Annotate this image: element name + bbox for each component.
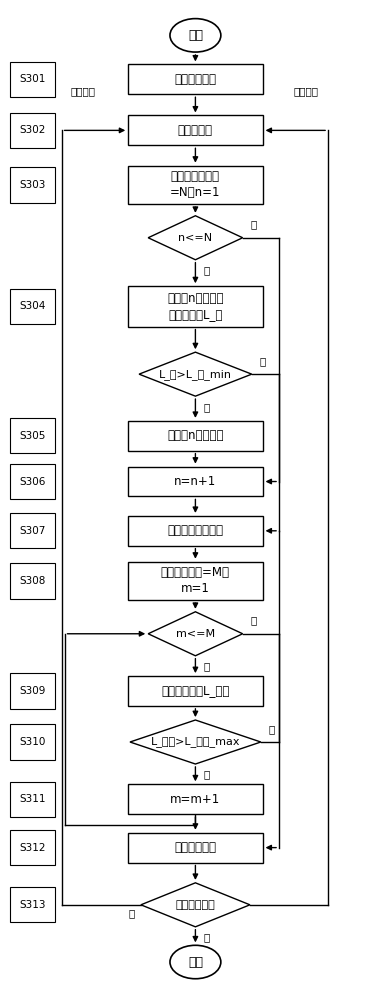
Polygon shape — [130, 720, 261, 764]
FancyBboxPatch shape — [128, 833, 263, 863]
FancyBboxPatch shape — [128, 286, 263, 327]
FancyBboxPatch shape — [10, 563, 55, 599]
FancyBboxPatch shape — [128, 562, 263, 600]
FancyBboxPatch shape — [128, 676, 263, 706]
Text: 删除第n个淋水柱: 删除第n个淋水柱 — [167, 429, 224, 442]
Text: S311: S311 — [19, 794, 46, 804]
Text: n<=N: n<=N — [178, 233, 213, 243]
Text: 移动轴网: 移动轴网 — [294, 86, 319, 96]
Text: S305: S305 — [20, 431, 46, 441]
FancyBboxPatch shape — [128, 115, 263, 145]
Text: 否: 否 — [203, 402, 210, 412]
Text: 否: 否 — [129, 909, 135, 919]
Text: n=n+1: n=n+1 — [174, 475, 217, 488]
Text: 否: 否 — [203, 770, 210, 780]
Text: S302: S302 — [20, 125, 46, 135]
Text: 开始: 开始 — [188, 29, 203, 42]
Text: 计算次梁长度L_次梁: 计算次梁长度L_次梁 — [161, 684, 230, 697]
Text: 是: 是 — [259, 356, 266, 366]
Text: 生成塔周次梁布置: 生成塔周次梁布置 — [168, 524, 223, 537]
Text: S301: S301 — [20, 74, 46, 84]
FancyBboxPatch shape — [10, 513, 55, 548]
FancyBboxPatch shape — [10, 289, 55, 324]
FancyBboxPatch shape — [128, 166, 263, 204]
Text: 是: 是 — [203, 661, 210, 671]
Text: 是: 是 — [269, 724, 275, 734]
Text: m=m+1: m=m+1 — [170, 793, 221, 806]
FancyBboxPatch shape — [128, 64, 263, 94]
Text: 是: 是 — [203, 932, 210, 942]
Text: 形成轴网布置: 形成轴网布置 — [175, 841, 216, 854]
Text: S304: S304 — [20, 301, 46, 311]
Text: S309: S309 — [20, 686, 46, 696]
FancyBboxPatch shape — [10, 167, 55, 203]
Text: 调整轴网: 调整轴网 — [71, 86, 96, 96]
Text: 计算次梁个数=M，
m=1: 计算次梁个数=M， m=1 — [161, 566, 230, 595]
FancyBboxPatch shape — [128, 784, 263, 814]
Text: S312: S312 — [19, 843, 46, 853]
FancyBboxPatch shape — [10, 62, 55, 97]
Text: S308: S308 — [20, 576, 46, 586]
Polygon shape — [148, 612, 243, 656]
Text: S306: S306 — [20, 477, 46, 487]
FancyBboxPatch shape — [10, 830, 55, 865]
Text: 计算第n个淋水柱
与塔筒距离L_柱: 计算第n个淋水柱 与塔筒距离L_柱 — [167, 292, 224, 321]
Text: L_次梁>L_次梁_max: L_次梁>L_次梁_max — [151, 737, 240, 747]
Polygon shape — [139, 352, 252, 396]
FancyBboxPatch shape — [10, 418, 55, 453]
Ellipse shape — [170, 19, 221, 52]
Text: 否: 否 — [251, 220, 257, 230]
FancyBboxPatch shape — [128, 467, 263, 496]
FancyBboxPatch shape — [10, 782, 55, 817]
FancyBboxPatch shape — [128, 516, 263, 546]
Text: 计算淋水柱个数
=N，n=1: 计算淋水柱个数 =N，n=1 — [170, 170, 221, 199]
FancyBboxPatch shape — [10, 673, 55, 709]
Text: S307: S307 — [20, 526, 46, 536]
Text: m<=M: m<=M — [176, 629, 215, 639]
Text: L_柱>L_柱_min: L_柱>L_柱_min — [159, 369, 232, 380]
FancyBboxPatch shape — [128, 421, 263, 451]
FancyBboxPatch shape — [10, 887, 55, 922]
Text: 结束: 结束 — [188, 956, 203, 969]
Ellipse shape — [170, 945, 221, 979]
Text: 是否确认布置: 是否确认布置 — [176, 900, 215, 910]
Text: 否: 否 — [251, 616, 257, 626]
Text: 是: 是 — [203, 265, 210, 275]
Text: S313: S313 — [19, 900, 46, 910]
FancyBboxPatch shape — [10, 113, 55, 148]
FancyBboxPatch shape — [10, 724, 55, 760]
Polygon shape — [141, 883, 250, 927]
Text: S303: S303 — [20, 180, 46, 190]
Text: S310: S310 — [20, 737, 46, 747]
FancyBboxPatch shape — [10, 464, 55, 499]
Text: 初步布置轴网: 初步布置轴网 — [175, 73, 216, 86]
Polygon shape — [148, 216, 243, 260]
Text: 布置淋水柱: 布置淋水柱 — [178, 124, 213, 137]
